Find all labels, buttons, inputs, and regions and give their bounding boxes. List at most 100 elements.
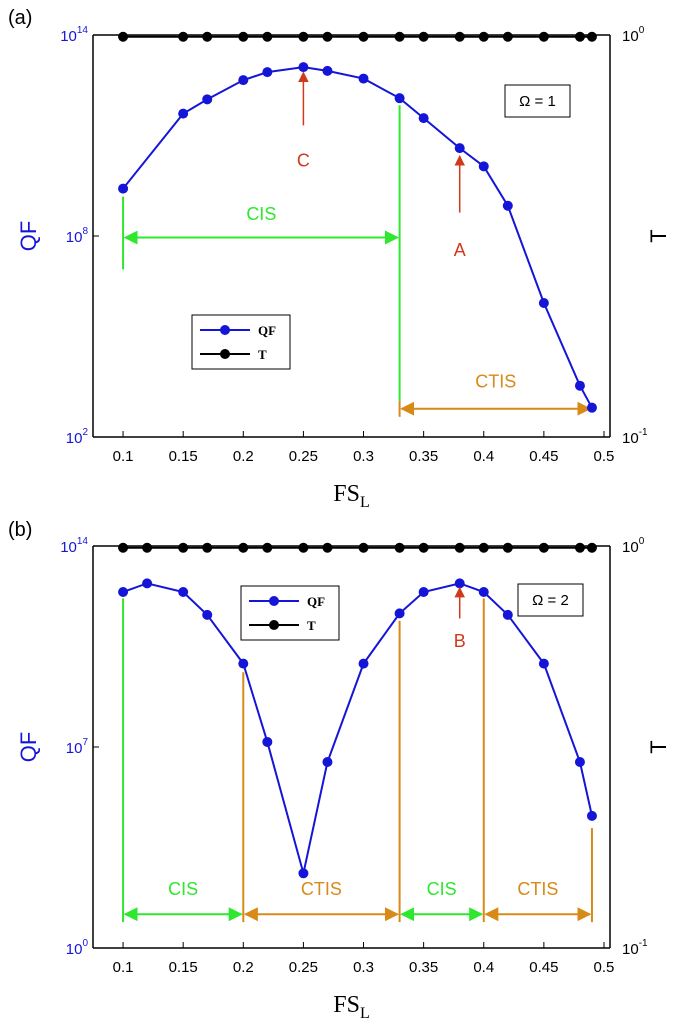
data-point-qf bbox=[502, 200, 513, 211]
data-point-qf bbox=[118, 587, 129, 598]
data-point-t bbox=[262, 31, 273, 42]
data-point-t bbox=[322, 542, 333, 553]
data-point-qf bbox=[538, 658, 549, 669]
y-axis-label-right: T bbox=[646, 740, 671, 753]
y-tick-label-left: 100 bbox=[66, 938, 89, 958]
data-point-qf bbox=[586, 402, 597, 413]
x-tick-label: 0.15 bbox=[169, 448, 198, 465]
series-line-qf bbox=[122, 66, 593, 409]
x-tick-label: 0.5 bbox=[594, 448, 615, 465]
legend-box bbox=[191, 314, 291, 370]
x-tick-label: 0.25 bbox=[289, 448, 318, 465]
data-point-t bbox=[574, 31, 585, 42]
data-point-qf bbox=[574, 757, 585, 768]
series-line-qf bbox=[122, 582, 593, 874]
legend-marker-t bbox=[220, 349, 230, 359]
data-point-qf bbox=[358, 73, 369, 84]
data-point-qf bbox=[322, 757, 333, 768]
annotation-label: A bbox=[454, 240, 466, 260]
data-point-qf bbox=[394, 93, 405, 104]
data-point-t bbox=[298, 31, 309, 42]
data-point-t bbox=[454, 31, 465, 42]
data-point-t bbox=[538, 542, 549, 553]
x-tick-label: 0.4 bbox=[473, 959, 494, 976]
x-tick-label: 0.1 bbox=[113, 959, 134, 976]
data-point-t bbox=[238, 542, 249, 553]
y-axis-label-left: QF bbox=[16, 732, 41, 763]
data-point-t bbox=[238, 31, 249, 42]
legend-label-t: T bbox=[307, 618, 316, 633]
x-tick-label: 0.5 bbox=[594, 959, 615, 976]
omega-box bbox=[517, 583, 584, 617]
x-tick-label: 0.3 bbox=[353, 448, 374, 465]
omega-label: Ω = 2 bbox=[532, 592, 569, 609]
data-point-t bbox=[418, 542, 429, 553]
panel-label: (a) bbox=[8, 7, 32, 29]
data-point-t bbox=[586, 542, 597, 553]
data-point-t bbox=[118, 542, 129, 553]
omega-box bbox=[504, 84, 571, 118]
data-point-qf bbox=[178, 108, 189, 119]
data-point-t bbox=[358, 31, 369, 42]
region-label: CIS bbox=[427, 879, 457, 899]
data-point-qf bbox=[298, 62, 309, 73]
y-tick-label-right: 10-1 bbox=[622, 427, 648, 447]
region-label: CTIS bbox=[301, 879, 342, 899]
y-tick-label-right: 100 bbox=[622, 536, 645, 556]
data-point-t bbox=[538, 31, 549, 42]
data-point-t bbox=[202, 31, 213, 42]
data-point-qf bbox=[262, 736, 273, 747]
data-point-t bbox=[298, 542, 309, 553]
data-point-qf bbox=[478, 587, 489, 598]
data-point-t bbox=[178, 542, 189, 553]
legend-label-qf: QF bbox=[258, 323, 276, 338]
data-point-qf bbox=[478, 161, 489, 172]
region-label: CIS bbox=[168, 879, 198, 899]
data-point-t bbox=[262, 542, 273, 553]
y-axis-label-right: T bbox=[646, 229, 671, 242]
legend-marker-qf bbox=[269, 596, 279, 606]
data-point-t bbox=[394, 542, 405, 553]
y-tick-label-right: 10-1 bbox=[622, 938, 648, 958]
x-axis-label: FSL bbox=[333, 992, 369, 1022]
region-label: CTIS bbox=[517, 879, 558, 899]
data-point-t bbox=[478, 31, 489, 42]
y-tick-label-left: 102 bbox=[66, 427, 89, 447]
x-tick-label: 0.45 bbox=[529, 448, 558, 465]
data-point-qf bbox=[298, 868, 309, 879]
panel-b: (b) 0.1 0.15 0.2 0.25 0.3 0.35 0.4 0.45 0.5 100 107… bbox=[8, 519, 671, 1022]
x-tick-label: 0.15 bbox=[169, 959, 198, 976]
data-point-qf bbox=[454, 578, 465, 589]
y-tick-label-left: 108 bbox=[66, 226, 89, 246]
data-point-t bbox=[394, 31, 405, 42]
data-point-t bbox=[586, 31, 597, 42]
data-point-t bbox=[178, 31, 189, 42]
data-point-qf bbox=[142, 578, 153, 589]
x-tick-label: 0.4 bbox=[473, 448, 494, 465]
data-point-qf bbox=[262, 67, 273, 78]
data-point-qf bbox=[118, 183, 129, 194]
data-point-qf bbox=[502, 609, 513, 620]
annotation-label: C bbox=[297, 150, 310, 170]
omega-label: Ω = 1 bbox=[519, 93, 556, 110]
data-point-t bbox=[454, 542, 465, 553]
data-point-qf bbox=[202, 609, 213, 620]
x-tick-label: 0.1 bbox=[113, 448, 134, 465]
y-axis-label-left: QF bbox=[16, 221, 41, 252]
data-point-qf bbox=[538, 298, 549, 308]
x-tick-label: 0.25 bbox=[289, 959, 318, 976]
data-point-qf bbox=[238, 75, 249, 86]
x-axis-label: FSL bbox=[333, 481, 369, 511]
data-point-qf bbox=[322, 65, 333, 76]
data-point-t bbox=[142, 542, 153, 553]
panel-label: (b) bbox=[8, 519, 32, 541]
data-point-t bbox=[358, 542, 369, 553]
data-point-qf bbox=[454, 143, 465, 154]
data-point-qf bbox=[178, 587, 189, 598]
data-point-qf bbox=[574, 380, 585, 391]
legend-label-qf: QF bbox=[307, 594, 325, 609]
legend-marker-qf bbox=[220, 325, 230, 335]
x-tick-label: 0.3 bbox=[353, 959, 374, 976]
data-point-t bbox=[502, 31, 513, 42]
